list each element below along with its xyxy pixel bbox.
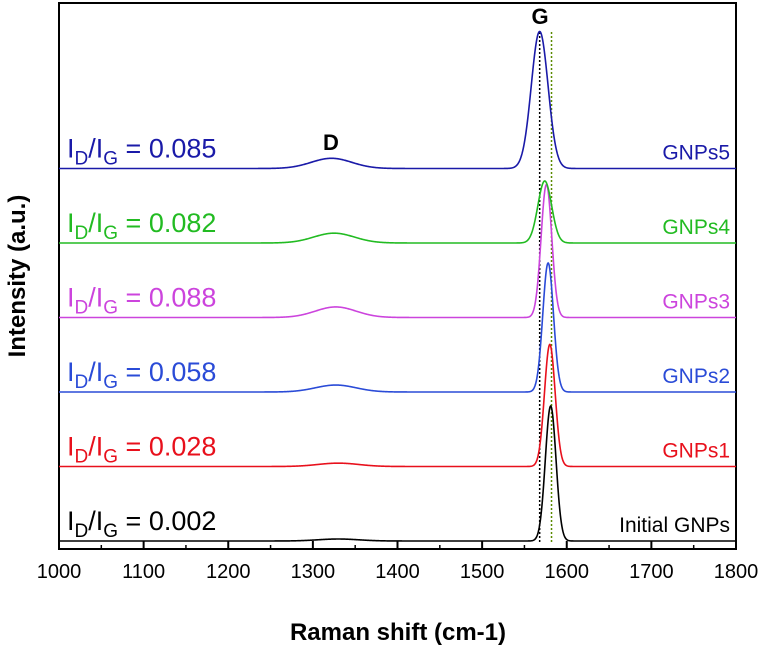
y-axis-title: Intensity (a.u.) — [4, 195, 31, 358]
spectrum-line — [59, 180, 736, 244]
ratio-label: ID/IG = 0.082 — [67, 208, 216, 244]
x-tick-label: 1500 — [460, 561, 505, 583]
series-name: Initial GNPs — [619, 514, 730, 537]
spectrum-line — [59, 261, 736, 393]
spectrum-line — [59, 404, 736, 542]
x-tick-label: 1400 — [375, 561, 420, 583]
x-tick-label: 1300 — [291, 561, 336, 583]
series-labels: Initial GNPs ID/IG = 0.002 GNPs1 ID/IG = 0.… — [67, 134, 730, 543]
series-name: GNPs4 — [662, 216, 730, 239]
d-peak-label: D — [323, 130, 339, 155]
x-tick-label: 1800 — [714, 561, 759, 583]
g-peak-label: G — [531, 4, 548, 29]
spectrum-line — [59, 343, 736, 468]
x-tick-label: 1600 — [545, 561, 590, 583]
ratio-label: ID/IG = 0.085 — [67, 134, 216, 170]
spectrum-line — [59, 183, 736, 319]
series-name: GNPs3 — [662, 291, 730, 314]
series-name: GNPs5 — [662, 142, 730, 165]
x-tick-label: 1700 — [629, 561, 674, 583]
x-tick-label: 1200 — [206, 561, 251, 583]
series-name: GNPs1 — [662, 440, 730, 463]
spectrum-line — [59, 30, 736, 170]
ratio-label: ID/IG = 0.028 — [67, 432, 216, 468]
ratio-label: ID/IG = 0.002 — [67, 506, 216, 542]
ratio-label: ID/IG = 0.088 — [67, 283, 216, 319]
x-axis-title: Raman shift (cm-1) — [290, 619, 506, 646]
ratio-label: ID/IG = 0.058 — [67, 357, 216, 393]
spectra — [59, 30, 736, 542]
series-name: GNPs2 — [662, 365, 730, 388]
x-tick-label: 1100 — [122, 561, 165, 583]
x-tick-label: 1000 — [37, 561, 82, 583]
x-axis-ticks: 1000 1100 1200 1300 1400 1500 1600 1700 1800 — [37, 541, 759, 583]
